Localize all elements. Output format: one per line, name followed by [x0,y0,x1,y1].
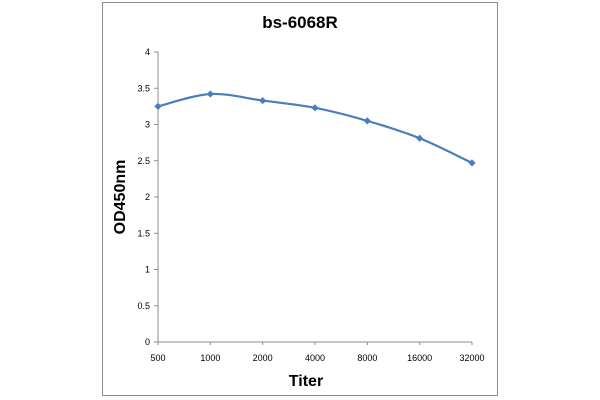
x-tick-label: 2000 [253,353,273,363]
data-point-marker [416,134,424,142]
x-tick-label: 500 [150,353,165,363]
data-point-marker [206,90,214,98]
y-tick-label: 1 [145,265,150,275]
y-tick-label: 3.5 [137,83,150,93]
y-tick-label: 1.5 [137,228,150,238]
x-tick-labels: 500 1000 2000 4000 8000 16000 32000 [150,353,484,363]
x-tick-label: 16000 [407,353,432,363]
x-axis-title: Titer [289,373,323,390]
chart-frame [102,2,498,396]
data-point-marker [154,102,162,110]
x-tick-label: 4000 [305,353,325,363]
data-point-marker [259,96,267,105]
axes [154,51,473,345]
data-point-marker [468,159,476,167]
y-tick-label: 0.5 [137,301,150,311]
data-point-marker [363,117,371,125]
y-axis-title: OD450nm [112,160,129,235]
series-group [154,90,476,167]
x-tick-label: 32000 [459,353,484,363]
y-tick-labels: 0 0.5 1 1.5 2 2.5 3 3.5 4 [137,47,150,347]
x-tick-label: 8000 [357,353,377,363]
y-tick-label: 2 [145,192,150,202]
data-point-marker [311,104,319,112]
y-tick-label: 2.5 [137,156,150,166]
x-tick-label: 1000 [200,353,220,363]
y-tick-label: 4 [145,47,150,57]
chart-title: bs-6068R [262,13,338,32]
y-tick-label: 3 [145,120,150,130]
y-tick-label: 0 [145,337,150,347]
